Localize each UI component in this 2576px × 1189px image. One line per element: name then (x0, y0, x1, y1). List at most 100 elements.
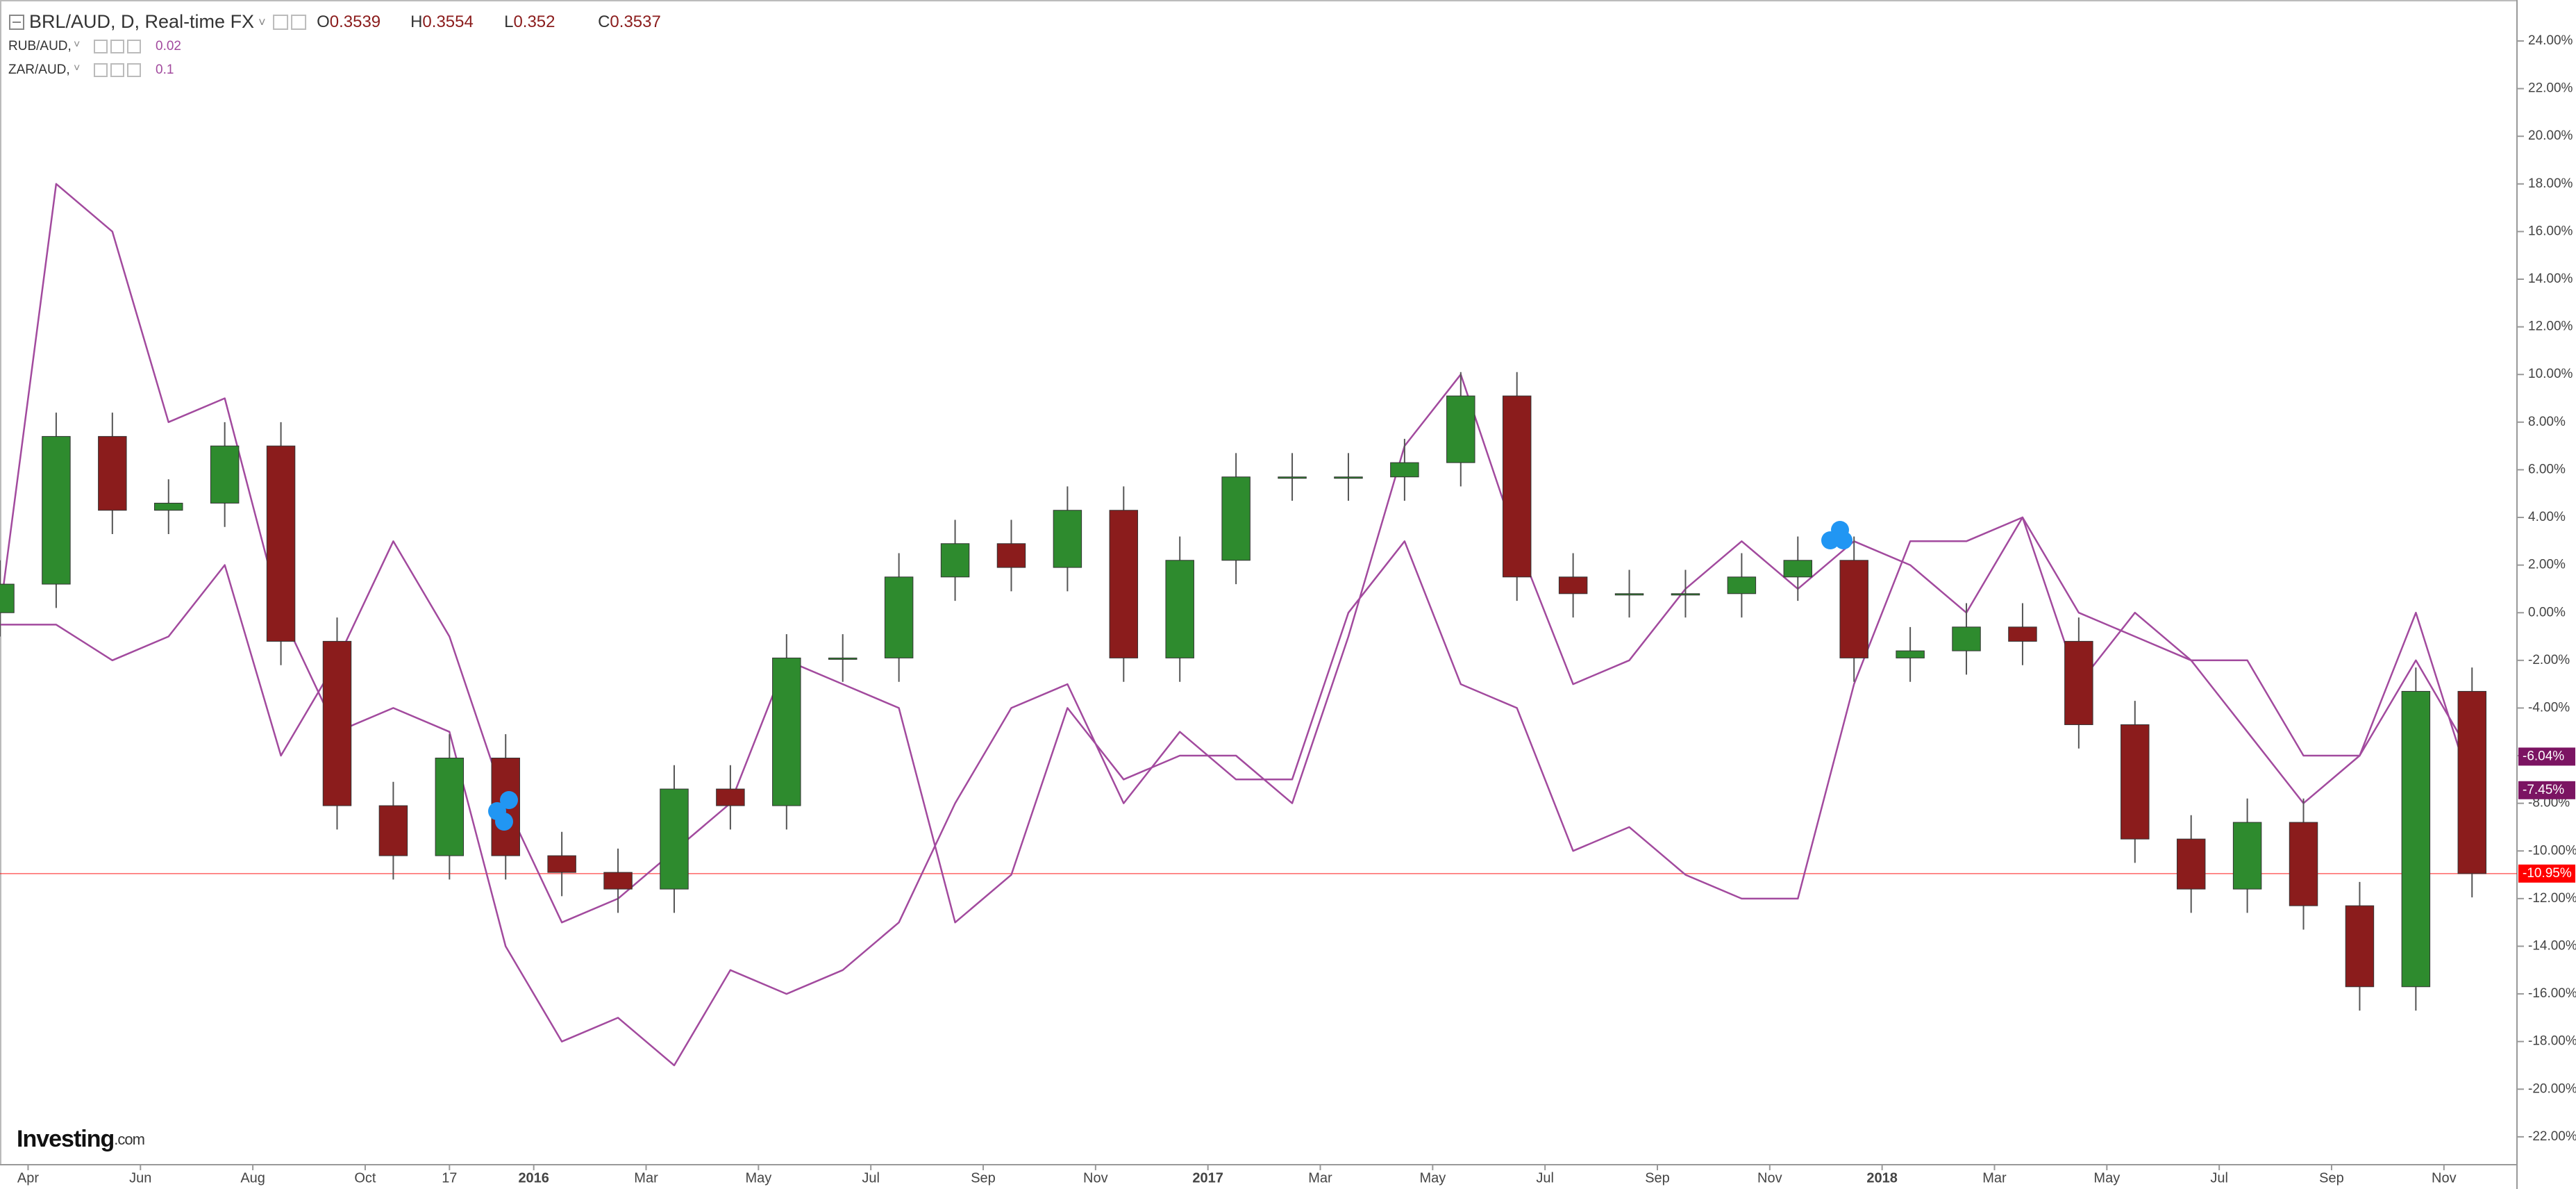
candle-body (1390, 462, 1419, 478)
candle-body (98, 435, 127, 511)
x-tick-label: Nov (1083, 1170, 1108, 1186)
y-tick-label: 22.00% (2528, 81, 2573, 96)
candle-body (1558, 576, 1588, 594)
candle-body (1727, 576, 1757, 594)
collapse-icon[interactable] (9, 15, 24, 30)
candle-body (210, 445, 240, 504)
legend-icon[interactable] (110, 63, 124, 77)
x-tick-label: 17 (442, 1170, 457, 1186)
x-tick-label: 2017 (1192, 1170, 1223, 1186)
candle-body (716, 788, 745, 806)
chart-title: BRL/AUD, D, Real-time FX (29, 11, 254, 32)
candle-body (1109, 510, 1139, 658)
y-tick-label: 20.00% (2528, 128, 2573, 143)
candle-body (2232, 822, 2262, 890)
x-tick-label: Jul (2210, 1170, 2228, 1186)
ohlc-value: 0.3539 (330, 13, 380, 31)
ohlc-item: H0.3554 (410, 13, 474, 31)
x-tick-label: Oct (354, 1170, 376, 1186)
legend-name: ZAR/AUD, (8, 63, 70, 77)
y-tick-label: -12.00% (2528, 891, 2576, 906)
x-tick-label: Mar (1982, 1170, 2007, 1186)
candle-body (2176, 838, 2206, 890)
brand-logo: Investing.com (17, 1126, 144, 1152)
candle-body (1614, 593, 1644, 596)
candle-body (1783, 560, 1813, 578)
series-line (0, 373, 2473, 924)
candle-body (1896, 650, 1925, 658)
y-tick-label: 6.00% (2528, 462, 2566, 476)
ohlc-key: C (598, 13, 610, 31)
candle-body (884, 576, 914, 658)
last-value-label: -7.45% (2523, 783, 2564, 797)
last-value-tag (2518, 747, 2575, 766)
candle-body (435, 757, 465, 856)
y-tick-label: 8.00% (2528, 415, 2566, 429)
y-tick-label: -8.00% (2528, 796, 2570, 810)
y-tick-label: -14.00% (2528, 938, 2576, 953)
settings-icon[interactable] (273, 15, 289, 30)
ohlc-value: 0.3554 (422, 13, 473, 31)
y-tick-label: 4.00% (2528, 510, 2566, 524)
candle-body (2121, 724, 2150, 840)
candle-body (660, 788, 689, 890)
legend-icon[interactable] (94, 63, 108, 77)
legend-value: 0.02 (156, 39, 181, 53)
x-tick-label: Sep (1645, 1170, 1670, 1186)
candle-body (2457, 690, 2486, 874)
legend-icon[interactable] (110, 40, 124, 53)
y-tick-label: -10.00% (2528, 843, 2576, 858)
candle-body (1502, 395, 1532, 578)
event-marker[interactable] (1834, 531, 1852, 549)
candle-body (2401, 690, 2431, 988)
candle-body (2345, 905, 2375, 988)
x-tick-label: 2018 (1866, 1170, 1898, 1186)
ohlc-item: L0.352 (504, 13, 555, 31)
legend-icon[interactable] (94, 40, 108, 53)
candle-body (1053, 510, 1082, 568)
brand: Investing (17, 1126, 114, 1152)
x-tick-label: Mar (634, 1170, 658, 1186)
legend: RUB/AUD, ˅ 0.02 ZAR/AUD, ˅ 0.1 (8, 39, 181, 77)
candle-body (378, 805, 408, 856)
y-tick-label: 0.00% (2528, 605, 2566, 620)
y-tick-label: -18.00% (2528, 1034, 2576, 1049)
x-tick-label: 2016 (518, 1170, 549, 1186)
last-value-tag (2518, 864, 2575, 883)
y-tick-label: 12.00% (2528, 319, 2573, 334)
candle-body (1221, 476, 1251, 561)
settings-icon[interactable] (291, 15, 307, 30)
series-line (0, 183, 2473, 1067)
candle-body (772, 657, 801, 806)
x-tick-label: Jul (1536, 1170, 1554, 1186)
header: BRL/AUD, D, Real-time FX ˅ O0.3539 H0.3554… (8, 11, 661, 77)
event-marker[interactable] (495, 813, 513, 831)
candle-body (1952, 626, 1981, 651)
candle-body (1165, 560, 1194, 658)
ohlc-value: 0.352 (513, 13, 555, 31)
ohlc-key: L (504, 13, 513, 31)
plot (0, 183, 2517, 1067)
event-marker[interactable] (500, 791, 518, 809)
candle-body (322, 640, 352, 806)
x-tick-label: Aug (240, 1170, 265, 1186)
ohlc-value: 0.3537 (610, 13, 660, 31)
ohlc-legend: ˅ O0.3539 H0.3554 L0.352 C0.3537 (258, 13, 661, 31)
x-tick-label: Apr (17, 1170, 39, 1186)
brand-suffix: .com (114, 1131, 144, 1148)
legend-icon[interactable] (127, 40, 141, 53)
y-tick-label: -20.00% (2528, 1081, 2576, 1096)
legend-icon[interactable] (127, 63, 141, 77)
y-tick-label: -2.00% (2528, 653, 2570, 667)
x-tick-label: May (1419, 1170, 1446, 1186)
candle-body (1839, 560, 1868, 658)
x-tick-label: Sep (2319, 1170, 2344, 1186)
ohlc-item: O0.3539 (317, 13, 380, 31)
event-marker[interactable] (1821, 531, 1839, 549)
ohlc-key: O (317, 13, 330, 31)
ohlc-key: H (410, 13, 422, 31)
candle-body (828, 657, 858, 660)
